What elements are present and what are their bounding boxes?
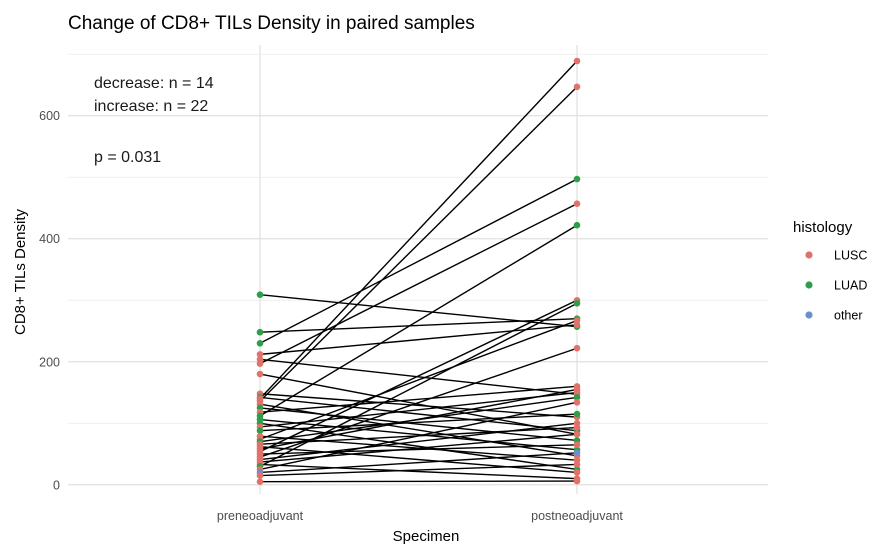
data-point [573, 344, 581, 352]
pair-line [259, 86, 578, 402]
data-point [573, 399, 581, 406]
data-point [573, 57, 581, 65]
pair-line [259, 385, 578, 413]
pair-line [259, 203, 578, 365]
data-point [256, 291, 264, 299]
pair-line [259, 463, 578, 477]
pair-line [259, 396, 578, 432]
pair-line [259, 391, 578, 428]
legend: histology LUSC LUAD other [793, 219, 867, 323]
y-tick-labels: 0 200 400 600 [39, 109, 60, 492]
data-point [573, 83, 581, 91]
legend-label-other: other [834, 309, 863, 323]
x-axis-title: Specimen [393, 528, 460, 545]
data-point [256, 360, 264, 367]
data-point [573, 449, 581, 457]
chart-title: Change of CD8+ TILs Density in paired sa… [68, 13, 475, 34]
pair-line [259, 452, 578, 474]
pair-line [259, 319, 578, 440]
data-point [573, 410, 581, 418]
pair-line [259, 445, 578, 474]
pair-line [259, 224, 578, 417]
pair-lines [259, 60, 578, 483]
pair-line [259, 413, 578, 432]
data-point [256, 340, 264, 347]
y-tick-label: 200 [39, 355, 60, 369]
pair-line [259, 318, 578, 333]
pair-line [259, 480, 578, 483]
pair-line [259, 302, 578, 467]
pair-line [259, 433, 578, 463]
pair-line [259, 444, 578, 455]
annotation-increase: increase: n = 22 [94, 98, 208, 115]
pair-line [259, 299, 578, 453]
data-point [573, 386, 581, 393]
data-point [573, 431, 581, 438]
data-point [573, 221, 581, 229]
pair-points [256, 57, 581, 485]
x-tick-label: postneoadjuvant [531, 509, 623, 523]
data-point [256, 472, 264, 479]
data-point [573, 300, 581, 307]
data-point [256, 427, 264, 434]
legend-label-luad: LUAD [834, 279, 867, 293]
pair-line [259, 358, 578, 396]
data-point [573, 317, 581, 324]
legend-key-luad [805, 281, 813, 289]
x-tick-labels: preneoadjuvant postneoadjuvant [217, 509, 623, 523]
legend-title: histology [793, 219, 853, 236]
pair-line [259, 463, 578, 480]
x-tick-label: preneoadjuvant [217, 509, 304, 523]
data-point [256, 351, 264, 358]
legend-label-lusc: LUSC [834, 249, 867, 263]
pair-line [259, 60, 578, 400]
pair-line [259, 401, 578, 471]
data-point [256, 478, 264, 485]
legend-key-other [805, 311, 813, 319]
data-point [573, 441, 581, 449]
data-point [573, 200, 581, 207]
data-point [256, 370, 264, 378]
data-point [573, 477, 581, 485]
pair-line [259, 422, 578, 461]
legend-key-lusc [805, 251, 813, 259]
data-point [573, 394, 581, 401]
pair-line [259, 294, 578, 328]
y-tick-label: 0 [53, 478, 60, 492]
pair-line [259, 407, 578, 442]
data-point [256, 328, 264, 336]
y-tick-label: 400 [39, 232, 60, 246]
pair-line [259, 418, 578, 451]
data-point [573, 175, 581, 183]
y-tick-label: 600 [39, 109, 60, 123]
pair-line [259, 422, 578, 471]
data-point [573, 419, 581, 427]
annotation-decrease: decrease: n = 14 [94, 75, 214, 92]
pair-line [259, 178, 578, 344]
data-point [573, 469, 581, 476]
y-axis-title: CD8+ TILs Density [12, 208, 29, 335]
annotation-p-value: p = 0.031 [94, 149, 161, 166]
data-point [573, 461, 581, 468]
